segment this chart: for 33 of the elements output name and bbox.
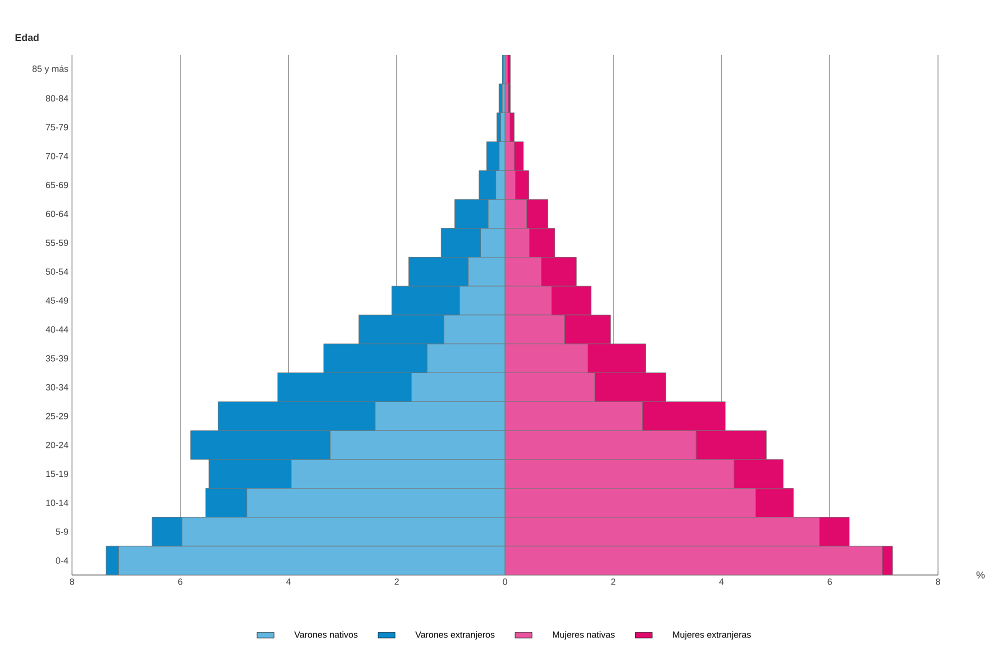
legend-label: Varones extranjeros (415, 631, 494, 640)
legend-label: Varones nativos (294, 631, 358, 638)
x-axis-title: % (976, 572, 985, 578)
y-tick-label: 0-4 (56, 557, 68, 564)
y-tick-label: 60-64 (46, 210, 68, 218)
y-axis-title: Edad (16, 34, 39, 42)
x-tick-label: 0 (502, 578, 508, 585)
x-tick-label: 8 (70, 578, 74, 585)
x-tick-label: 4 (719, 578, 724, 585)
y-tick-label: 65-69 (46, 182, 68, 188)
y-tick-label: 75-79 (46, 124, 68, 130)
legend-label: Mujeres nativas (552, 631, 615, 640)
y-tick-label: 55-59 (46, 240, 68, 246)
x-tick-label: 6 (178, 578, 182, 585)
y-tick-label: 15-19 (46, 470, 68, 478)
x-tick-label: 4 (286, 578, 291, 585)
y-tick-label: 70-74 (46, 152, 68, 160)
y-tick-label: 45-49 (46, 297, 68, 304)
y-tick-label: 85 y más (32, 65, 68, 74)
x-tick-label: 6 (828, 578, 832, 585)
y-tick-label: 35-39 (46, 355, 68, 362)
legend-label: Mujeres extranjeras (673, 631, 751, 640)
y-tick-label: 30-34 (46, 384, 68, 390)
x-tick-label: 2 (611, 578, 616, 585)
y-tick-label: 20-24 (46, 442, 68, 448)
y-tick-label: 10-14 (46, 500, 68, 506)
y-tick-label: 40-44 (46, 326, 68, 333)
x-tick-label: 8 (936, 578, 940, 585)
y-tick-label: 80-84 (46, 95, 68, 102)
x-tick-label: 2 (394, 578, 399, 585)
y-tick-label: 50-54 (46, 268, 68, 275)
y-tick-label: 5-9 (56, 528, 68, 535)
y-tick-label: 25-29 (46, 412, 68, 420)
